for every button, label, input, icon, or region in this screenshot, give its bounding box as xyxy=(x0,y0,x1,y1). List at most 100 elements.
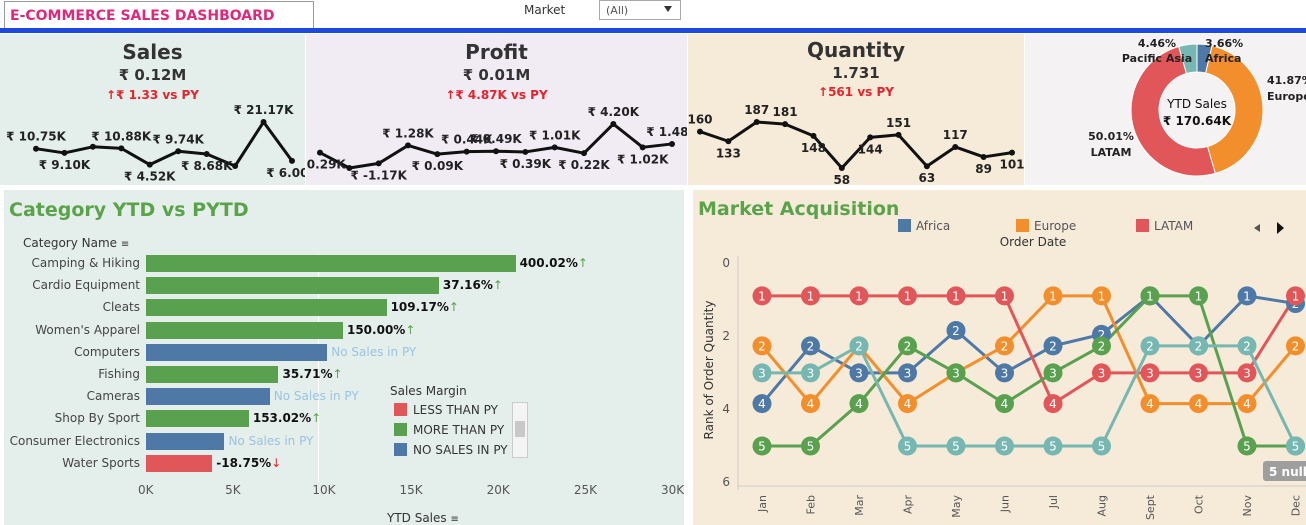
category-bar[interactable] xyxy=(146,388,270,405)
legend-label: MORE THAN PY xyxy=(413,423,504,437)
quantity-sparkline-point xyxy=(981,154,987,160)
market-acquisition-chart: Africa Europe LATAMOrder Date0246Rank of O… xyxy=(693,190,1306,525)
sales-margin-legend-item[interactable]: MORE THAN PY xyxy=(394,423,504,437)
rank-marker-label: 1 xyxy=(1292,289,1300,303)
category-label: Consumer Electronics xyxy=(0,434,140,448)
quantity-kpi-delta: ↑561 vs PY xyxy=(688,85,1024,99)
quantity-sparkline: 160133187 181148581441516311789 101 xyxy=(688,104,1024,189)
category-bar[interactable] xyxy=(146,410,249,427)
rank-marker-label: 2 xyxy=(1195,339,1203,353)
x-axis-tick-label: 15K xyxy=(400,483,423,497)
legend-label: NO SALES IN PY xyxy=(413,443,508,457)
chevron-left-icon[interactable] xyxy=(1254,224,1260,232)
rank-marker-label: 5 xyxy=(1292,440,1300,454)
legend-swatch xyxy=(394,403,407,416)
category-bar-label: No Sales in PY xyxy=(274,389,359,403)
category-label: Cameras xyxy=(0,389,140,403)
category-bar[interactable] xyxy=(146,433,224,450)
legend-scroll-thumb[interactable] xyxy=(515,421,525,437)
sort-icon[interactable]: ≡ xyxy=(450,514,458,525)
category-bar[interactable] xyxy=(146,255,516,272)
rank-marker-label: 3 xyxy=(1098,366,1106,380)
arrow-up-icon: ↑ xyxy=(578,256,588,270)
legend-swatch xyxy=(394,423,407,436)
category-bar-value: 153.02% xyxy=(253,411,311,425)
category-label: Fishing xyxy=(0,367,140,381)
category-bar[interactable] xyxy=(146,299,387,316)
month-tick-label: May xyxy=(950,495,963,518)
category-bar-value: No Sales in PY xyxy=(331,345,416,359)
category-bar-value: 150.00% xyxy=(347,323,405,337)
category-bar[interactable] xyxy=(146,277,439,294)
quantity-sparkline-point xyxy=(867,134,873,140)
rank-marker-label: 3 xyxy=(1049,366,1057,380)
quantity-kpi-value: 1.731 xyxy=(688,64,1024,82)
category-bar-value: 37.16% xyxy=(443,278,493,292)
market-legend-swatch[interactable] xyxy=(1016,219,1029,232)
quantity-sparkline-point xyxy=(782,121,788,127)
category-label: Cleats xyxy=(0,300,140,314)
market-legend-swatch[interactable] xyxy=(898,219,911,232)
rank-marker-label: 2 xyxy=(758,339,766,353)
category-label: Computers xyxy=(0,345,140,359)
rank-marker-label: 2 xyxy=(1049,339,1057,353)
market-legend-label[interactable]: LATAM xyxy=(1154,219,1193,233)
rank-marker-label: 4 xyxy=(1146,397,1154,411)
quantity-sparkline-point xyxy=(697,129,703,135)
category-bar[interactable] xyxy=(146,322,343,339)
donut-name-label: Africa xyxy=(1205,52,1241,65)
x-axis-tick-label: 5K xyxy=(225,483,241,497)
rank-marker-label: 1 xyxy=(807,289,815,303)
quantity-sparkline-point xyxy=(839,165,845,171)
chevron-right-icon[interactable] xyxy=(1277,222,1284,234)
category-bar[interactable] xyxy=(146,366,278,383)
legend-scrollbar[interactable] xyxy=(512,402,528,458)
rank-marker-label: 1 xyxy=(1195,289,1203,303)
month-tick-label: Nov xyxy=(1241,495,1254,517)
category-bar-label: No Sales in PY xyxy=(331,345,416,359)
category-bar[interactable] xyxy=(146,455,212,472)
rank-marker-label: 5 xyxy=(1049,440,1057,454)
rank-marker-label: 1 xyxy=(855,289,863,303)
quantity-sparkline-point xyxy=(896,132,902,138)
category-bar[interactable] xyxy=(146,344,327,361)
quantity-sparkline-label: 151 xyxy=(886,116,911,130)
arrow-up-icon: ↑ xyxy=(493,278,503,292)
ytd-sales-donut-card: YTD Sales₹ 170.64K3.66%Africa41.87%Europ… xyxy=(1025,34,1306,185)
market-legend-swatch[interactable] xyxy=(1136,219,1149,232)
sales-margin-legend-item[interactable]: NO SALES IN PY xyxy=(394,443,508,457)
category-bar-label: 37.16%↑ xyxy=(443,278,503,292)
rank-marker-label: 1 xyxy=(1001,289,1009,303)
market-x-axis-title: Order Date xyxy=(1000,235,1067,249)
ytd-sales-donut-chart: YTD Sales₹ 170.64K3.66%Africa41.87%Europ… xyxy=(1025,34,1306,185)
rank-marker-label: 2 xyxy=(952,324,960,338)
category-bar-label: 109.17%↑ xyxy=(391,300,459,314)
market-y-axis-title: Rank of Order Quantity xyxy=(702,301,716,440)
rank-marker-label: 2 xyxy=(1098,339,1106,353)
sales-margin-legend-item[interactable]: LESS THAN PY xyxy=(394,403,498,417)
rank-marker-label: 4 xyxy=(1001,397,1009,411)
quantity-sparkline-point xyxy=(1009,150,1015,156)
quantity-sparkline-point xyxy=(725,138,731,144)
quantity-sparkline-label: 58 xyxy=(833,173,850,187)
rank-marker-label: 2 xyxy=(807,339,815,353)
null-indicator-label: 5 nulls xyxy=(1269,465,1306,479)
month-tick-label: Dec xyxy=(1290,495,1303,516)
rank-marker-label: 1 xyxy=(1146,289,1154,303)
category-label: Shop By Sport xyxy=(0,411,140,425)
market-legend-label[interactable]: Africa xyxy=(916,219,950,233)
donut-name-label: Europe xyxy=(1267,90,1306,103)
category-bar-label: 35.71%↑ xyxy=(282,367,342,381)
category-bar-value: -18.75% xyxy=(216,456,271,470)
quantity-kpi-card: Quantity 1.731 ↑561 vs PY 160 133 187 181 14… xyxy=(688,34,1024,185)
rank-marker-label: 5 xyxy=(1243,440,1251,454)
rank-marker-label: 3 xyxy=(1195,366,1203,380)
month-tick-label: Aug xyxy=(1096,495,1109,516)
donut-name-label: Pacific Asia xyxy=(1122,52,1192,65)
market-legend-label[interactable]: Europe xyxy=(1034,219,1076,233)
rank-marker-label: 3 xyxy=(1243,366,1251,380)
quantity-sparkline-label: 160 xyxy=(688,113,713,127)
category-bar-chart: Camping & Hiking 400.02%↑ Cardio Equipment… xyxy=(0,0,684,525)
rank-marker-label: 4 xyxy=(904,397,912,411)
rank-marker-label: 1 xyxy=(1049,289,1057,303)
